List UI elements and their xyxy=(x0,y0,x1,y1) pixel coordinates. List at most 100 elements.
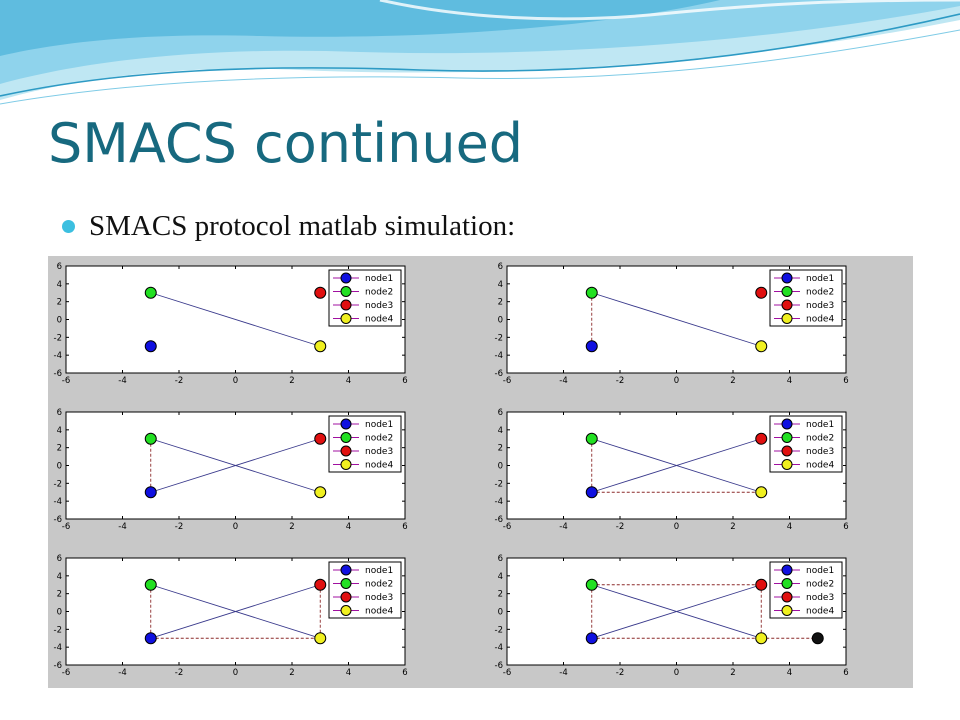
legend-marker xyxy=(781,445,793,457)
subplot-3: -6 -4 -2 0 2 4 6 6 4 2 0 -2 -4 -6 node1 node2 node3 node4 xyxy=(54,408,408,532)
legend-label: node3 xyxy=(806,301,834,311)
legend: node1 node2 node3 node4 xyxy=(328,269,402,327)
legend-label: node4 xyxy=(806,607,834,617)
y-tick-label: -4 xyxy=(495,497,503,507)
node-marker xyxy=(314,578,327,591)
x-tick-label: 6 xyxy=(843,376,848,386)
y-tick-label: 2 xyxy=(57,298,62,308)
y-tick-label: -6 xyxy=(54,515,62,525)
x-tick-label: -4 xyxy=(559,376,567,386)
header-wave-decoration xyxy=(0,0,960,105)
slide-title: SMACS continued xyxy=(48,112,524,175)
y-tick-label: 0 xyxy=(498,462,503,472)
x-tick-label: -4 xyxy=(559,522,567,532)
node-marker xyxy=(755,486,768,499)
edge-line xyxy=(591,438,762,493)
x-tick-label: 2 xyxy=(730,668,735,678)
x-tick-label: 0 xyxy=(674,522,679,532)
x-tick-label: -6 xyxy=(503,376,511,386)
y-tick-label: 4 xyxy=(498,572,503,582)
legend-label: node2 xyxy=(365,288,393,298)
node-marker xyxy=(314,486,327,499)
legend-label: node1 xyxy=(806,420,834,430)
y-tick-label: 2 xyxy=(498,590,503,600)
subplot-6: -6 -4 -2 0 2 4 6 6 4 2 0 -2 -4 -6 node1 node2 node3 node4 xyxy=(495,554,849,678)
x-tick-label: 0 xyxy=(674,668,679,678)
x-tick-label: -4 xyxy=(118,668,126,678)
x-tick-label: -6 xyxy=(62,376,70,386)
subplot-2: -6 -4 -2 0 2 4 6 6 4 2 0 -2 -4 -6 node1 node2 node3 node4 xyxy=(495,262,849,386)
edge-line xyxy=(150,438,321,493)
y-tick-label: 4 xyxy=(498,280,503,290)
y-tick-label: 2 xyxy=(57,444,62,454)
x-tick-label: 2 xyxy=(289,376,294,386)
node-marker xyxy=(144,578,157,591)
legend-marker xyxy=(340,272,352,284)
legend-marker xyxy=(340,605,352,616)
edge-line xyxy=(150,292,321,347)
node-marker xyxy=(314,432,327,445)
legend-label: node4 xyxy=(365,315,393,325)
legend-label: node1 xyxy=(365,420,393,430)
legend-label: node4 xyxy=(365,461,393,471)
legend-label: node2 xyxy=(806,580,834,590)
legend-label: node3 xyxy=(806,447,834,457)
y-tick-label: -6 xyxy=(495,661,503,671)
x-tick-label: -2 xyxy=(175,522,183,532)
y-tick-label: 0 xyxy=(57,316,62,326)
y-tick-label: -2 xyxy=(495,625,503,635)
legend-label: node1 xyxy=(806,274,834,284)
x-tick-label: -2 xyxy=(616,522,624,532)
legend-marker xyxy=(781,591,793,603)
legend-label: node4 xyxy=(806,315,834,325)
node-marker xyxy=(585,432,598,445)
legend: node1 node2 node3 node4 xyxy=(328,415,402,473)
x-tick-label: 0 xyxy=(233,522,238,532)
y-tick-label: -4 xyxy=(54,643,62,653)
edge-line xyxy=(591,584,762,639)
node-marker xyxy=(144,632,157,645)
x-tick-label: 4 xyxy=(787,376,792,386)
legend-marker xyxy=(340,578,352,589)
node-marker xyxy=(314,632,327,645)
legend-marker xyxy=(340,591,352,603)
y-tick-label: -4 xyxy=(54,497,62,507)
x-tick-label: 4 xyxy=(346,668,351,678)
legend-marker xyxy=(781,564,793,576)
legend-label: node4 xyxy=(806,461,834,471)
legend-label: node3 xyxy=(365,593,393,603)
legend-marker xyxy=(340,564,352,576)
node-marker xyxy=(585,486,598,499)
legend-label: node2 xyxy=(365,434,393,444)
x-tick-label: -6 xyxy=(62,522,70,532)
legend-label: node2 xyxy=(806,288,834,298)
y-tick-label: -6 xyxy=(495,369,503,379)
y-tick-label: 6 xyxy=(57,262,62,272)
subplot-5: -6 -4 -2 0 2 4 6 6 4 2 0 -2 -4 -6 node1 node2 node3 node4 xyxy=(54,554,408,678)
legend-label: node2 xyxy=(365,580,393,590)
x-tick-label: 2 xyxy=(730,522,735,532)
legend-label: node3 xyxy=(365,301,393,311)
y-tick-label: -6 xyxy=(495,515,503,525)
x-tick-label: 6 xyxy=(843,668,848,678)
y-tick-label: -2 xyxy=(495,333,503,343)
node-marker xyxy=(755,578,768,591)
legend-marker xyxy=(340,459,352,470)
node-marker xyxy=(144,486,157,499)
bullet-item: SMACS protocol matlab simulation: xyxy=(62,210,515,243)
y-tick-label: 6 xyxy=(498,262,503,272)
x-tick-label: -6 xyxy=(503,522,511,532)
y-tick-label: -2 xyxy=(54,625,62,635)
y-tick-label: 4 xyxy=(57,280,62,290)
y-tick-label: -4 xyxy=(495,643,503,653)
node-marker xyxy=(144,432,157,445)
legend-marker xyxy=(781,286,793,297)
legend-label: node2 xyxy=(806,434,834,444)
y-tick-label: 4 xyxy=(57,426,62,436)
y-tick-label: 0 xyxy=(57,608,62,618)
legend-marker xyxy=(781,418,793,430)
x-tick-label: 2 xyxy=(289,522,294,532)
x-tick-label: 0 xyxy=(233,668,238,678)
legend-marker xyxy=(781,432,793,443)
legend: node1 node2 node3 node4 xyxy=(769,561,843,619)
